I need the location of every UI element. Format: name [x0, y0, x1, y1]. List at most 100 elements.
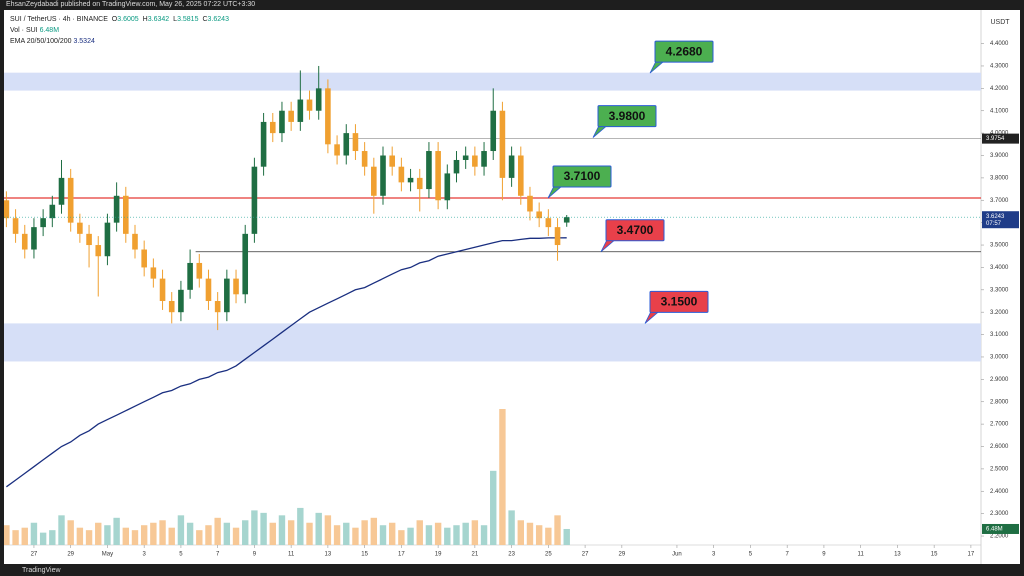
candle-body [196, 262, 203, 279]
candle-body [499, 110, 506, 178]
y-tick-label: 3.9000 [990, 153, 1009, 159]
candle-body [233, 278, 239, 295]
volume-bar [306, 522, 313, 545]
volume-bar [278, 515, 286, 545]
volume-bar [324, 515, 332, 545]
candle-body [113, 195, 120, 223]
ohlc-value: 3.6342 [147, 16, 170, 23]
x-tick-label: 23 [508, 552, 515, 558]
y-tick-label: 3.4000 [990, 265, 1009, 271]
volume-bar [333, 525, 341, 545]
candle-body [490, 110, 497, 152]
callout-box [597, 105, 657, 128]
zone [4, 323, 981, 362]
x-tick-label: 3 [143, 552, 147, 558]
volume-bar [223, 522, 231, 545]
volume-bar [407, 527, 414, 545]
candle-body [49, 204, 56, 219]
volume-bar [434, 522, 442, 545]
volume-bar [177, 515, 185, 545]
callout-box [649, 290, 709, 313]
y-tick-label: 2.6000 [990, 444, 1009, 450]
volume-bar [453, 525, 460, 545]
candle-body [315, 88, 322, 111]
candle-body [104, 222, 111, 257]
volume-bar [12, 530, 19, 545]
candle-body [242, 233, 249, 295]
y-tick-label: 2.9000 [990, 377, 1009, 383]
candle-body [563, 217, 570, 223]
candle-body [453, 159, 460, 174]
candle-body [325, 88, 331, 145]
candle-body [12, 218, 19, 234]
volume-bar [49, 530, 56, 545]
y-tick-label: 2.4000 [990, 489, 1009, 495]
callout-label: 3.7100 [564, 169, 601, 183]
volume-bar [95, 522, 102, 545]
volume-bar [398, 530, 405, 545]
legend-row: SUI / TetherUS · 4h · BINANCE O3.6005 H3.… [10, 14, 233, 25]
zone [4, 72, 981, 91]
candle-body [77, 222, 83, 234]
symbol: SUI / TetherUS · 4h · BINANCE [10, 16, 108, 23]
candle-body [462, 155, 469, 160]
candle-body [508, 155, 515, 178]
volume-bar [186, 522, 194, 545]
volume-bar [535, 525, 543, 545]
candle-body [150, 267, 157, 279]
volume-bar [517, 520, 524, 545]
volume-bar [471, 520, 479, 545]
legend-row: Vol · SUI 6.48M [10, 25, 233, 36]
volume-bar [122, 527, 130, 545]
y-tick-label: 3.1000 [990, 332, 1009, 338]
candle-body [398, 166, 405, 183]
candle-body [407, 177, 414, 183]
chart: USDT 2.2000 2.3000 2.4000 2.5000 2.6000 2.700… [4, 10, 1020, 564]
volume-bar [480, 525, 488, 545]
x-tick-label: 9 [822, 552, 826, 558]
x-tick-label: 19 [435, 552, 442, 558]
candle-body [517, 155, 524, 196]
ohlc-letter: L [173, 16, 178, 23]
x-tick-label: 29 [67, 552, 74, 558]
y-tick-label: 2.3000 [990, 511, 1009, 517]
volume-bar [168, 527, 175, 545]
candle-body [168, 301, 175, 313]
candle-body [95, 245, 102, 257]
y-tick-label: 4.3000 [990, 64, 1009, 70]
candle-body [159, 278, 166, 302]
callout-box [605, 219, 665, 242]
volume-bar [343, 522, 350, 545]
x-tick-label: 17 [968, 552, 975, 558]
candle-body [224, 278, 230, 313]
volume-bar [379, 525, 387, 545]
candle-body [141, 249, 147, 268]
candle-body [288, 110, 294, 122]
y-tick-label: 3.5000 [990, 243, 1009, 249]
x-tick-label: 27 [31, 552, 38, 558]
x-tick-label: May [102, 552, 113, 558]
volume-bar [361, 520, 368, 545]
candle-body [123, 195, 129, 234]
volume-bar [140, 525, 148, 545]
candle-body [545, 218, 552, 228]
callout-label: 3.4700 [617, 223, 654, 237]
candle-body [554, 227, 561, 246]
candle-body [352, 133, 359, 152]
candle-body [334, 144, 340, 156]
volume-bar [444, 527, 451, 545]
volume-bar [232, 527, 240, 545]
y-tick-label: 3.0000 [990, 355, 1009, 361]
level-price-label: 3.9754 [986, 136, 1005, 142]
volume-bar [196, 530, 203, 545]
volume-bar [131, 530, 139, 545]
x-tick-label: Jun [672, 552, 682, 558]
volume-bar [425, 525, 433, 545]
volume-bar [462, 522, 469, 545]
callout-box [552, 165, 612, 188]
candle-body [306, 99, 313, 111]
candle-body [343, 133, 350, 156]
candle-body [178, 289, 184, 313]
x-tick-label: 21 [472, 552, 479, 558]
